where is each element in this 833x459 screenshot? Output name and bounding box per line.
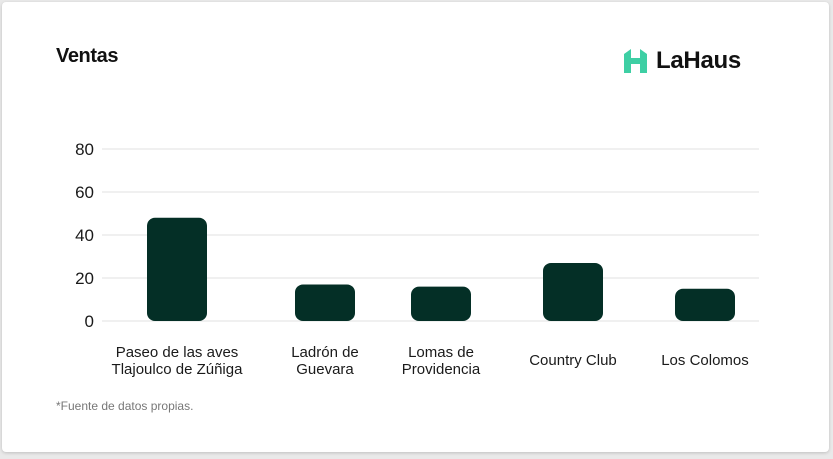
house-logo-icon bbox=[624, 49, 647, 73]
y-tick-label: 80 bbox=[75, 140, 94, 159]
brand-name: LaHaus bbox=[656, 47, 741, 74]
x-tick-label: Country Club bbox=[529, 352, 617, 369]
y-tick-label: 20 bbox=[75, 269, 94, 288]
bar bbox=[411, 286, 471, 321]
bar bbox=[543, 262, 603, 321]
y-tick-label: 60 bbox=[75, 183, 94, 202]
source-footnote: *Fuente de datos propias. bbox=[56, 399, 194, 413]
chart-card: Ventas LaHaus 0 20 40 60 80 Paseo de las aves… bbox=[2, 2, 829, 452]
brand-logo: LaHaus bbox=[624, 46, 741, 76]
bar bbox=[295, 284, 355, 321]
chart-title: Ventas bbox=[56, 45, 119, 67]
x-tick-label: Paseo de las aves Tlajoulco de Zúñiga bbox=[112, 344, 244, 378]
y-tick-label: 0 bbox=[85, 312, 94, 331]
bar bbox=[675, 288, 735, 321]
y-tick-label: 40 bbox=[75, 226, 94, 245]
x-tick-label: Lomas de Providencia bbox=[402, 344, 481, 378]
x-tick-label: Los Colomos bbox=[661, 352, 749, 369]
x-tick-label: Ladrón de Guevara bbox=[291, 344, 359, 378]
bar-chart: 0 20 40 60 80 Paseo de las aves Tlajoulco de Z… bbox=[75, 140, 759, 378]
bar bbox=[147, 217, 207, 321]
